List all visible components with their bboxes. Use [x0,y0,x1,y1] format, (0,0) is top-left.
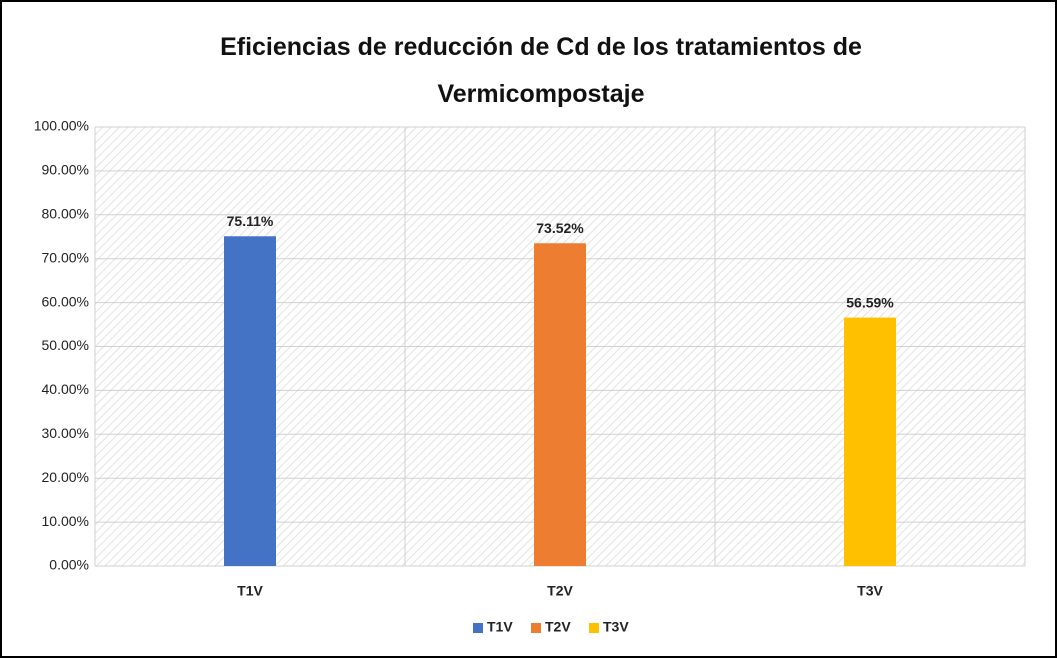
legend-swatch [589,623,599,633]
y-tick-label: 100.00% [34,118,89,134]
y-tick-label: 20.00% [42,469,89,485]
data-label: 56.59% [846,294,894,310]
x-tick-label: T1V [237,583,263,599]
legend-label: T3V [603,619,629,635]
legend-swatch [473,623,483,633]
legend-swatch [531,623,541,633]
legend-label: T1V [487,619,513,635]
chart-title: Eficiencias de reducción de Cd de los tr… [220,33,862,108]
y-tick-label: 70.00% [42,249,89,265]
x-tick-label: T3V [857,583,883,599]
bar [844,317,896,566]
bar [534,243,586,566]
y-tick-label: 50.00% [42,337,89,353]
y-tick-label: 30.00% [42,425,89,441]
y-tick-label: 90.00% [42,162,89,178]
x-tick-label: T2V [547,583,573,599]
y-tick-label: 10.00% [42,513,89,529]
bar [224,236,276,567]
y-tick-label: 0.00% [49,557,89,573]
data-label: 73.52% [536,220,584,236]
y-tick-label: 40.00% [42,381,89,397]
y-tick-label: 60.00% [42,293,89,309]
data-label: 75.11% [227,213,274,229]
legend-label: T2V [545,619,571,635]
y-tick-label: 80.00% [42,206,89,222]
